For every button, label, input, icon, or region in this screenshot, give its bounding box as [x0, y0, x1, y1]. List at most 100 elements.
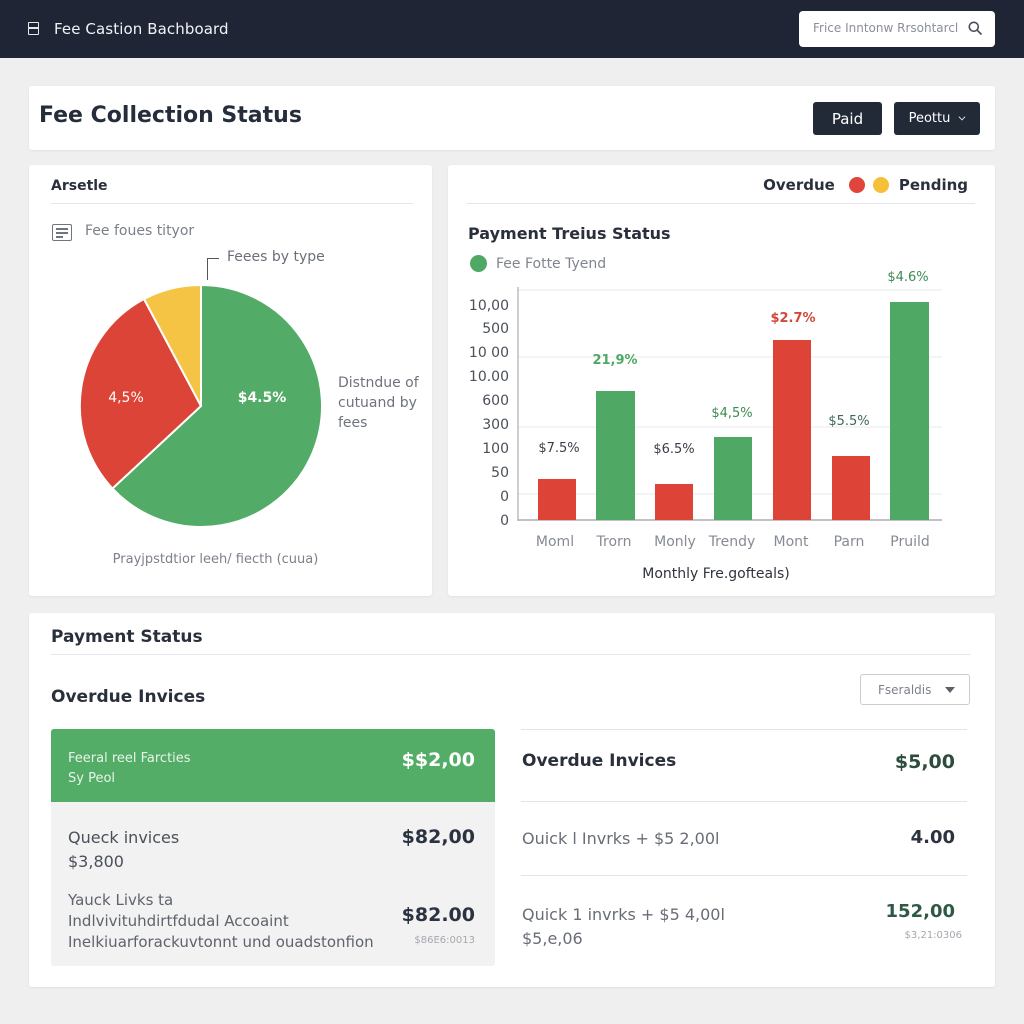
page-header: Fee Collection Status Paid Peottu [29, 86, 995, 150]
page-title: Fee Collection Status [39, 103, 302, 128]
pie-caption: Prayjpstdtior leeh/ fiecth (cuua) [112, 552, 319, 567]
svg-text:Moml: Moml [536, 534, 574, 550]
divider [51, 203, 413, 204]
bar-moml[interactable] [538, 479, 576, 520]
list-item-amount: $$2,00 [401, 749, 475, 771]
pie-slice-pending[interactable] [142, 284, 202, 407]
bar-chart: 10,00 500 10 00 10.00 600 300 100 50 0 0… [469, 270, 942, 582]
divider [521, 875, 967, 876]
y-tick-labels: 10,00 500 10 00 10.00 600 300 100 50 0 0 [469, 298, 509, 529]
x-tick-labels: Moml Trorn Monly Trendy Mont Parn Pruild [536, 534, 930, 550]
bar-trorn[interactable] [596, 391, 635, 520]
filter-value: Fseraldis [878, 682, 932, 697]
status-legend: Overdue Pending [763, 176, 968, 194]
svg-text:10.00: 10.00 [469, 369, 509, 385]
top-navigation-bar: Fee Castion Bachboard Frice Inntonw Rrso… [0, 0, 1024, 58]
pie-callout-label: Feees by type [227, 249, 325, 265]
list-item-label: Quick 1 invrks + $5 4,00l $5,e,06 [522, 905, 725, 948]
svg-text:10,00: 10,00 [469, 298, 509, 314]
divider [51, 654, 970, 655]
svg-text:0: 0 [500, 489, 509, 505]
window-icon [28, 22, 39, 35]
pending-dot-icon [872, 177, 889, 193]
chart-title: Payment Treius Status [468, 224, 671, 243]
list-item-amount: $82.00 [401, 904, 475, 926]
callout-line [207, 258, 219, 280]
card-title: Arsetle [51, 178, 108, 194]
fee-distribution-card: Arsetle Fee foues tityor Feees by type 4… [29, 165, 432, 596]
svg-text:300: 300 [482, 417, 509, 433]
pending-dropdown-button[interactable]: Peottu [894, 102, 980, 135]
pie-side-note: Distndue of cutuand by fees [338, 375, 419, 431]
svg-text:$5.5%: $5.5% [828, 414, 869, 429]
bar-pruild[interactable] [890, 302, 929, 520]
bar-value-labels: $7.5% 21,9% $6.5% $4,5% $2.7% $5.5% $4.6… [538, 270, 928, 457]
list-item-label: Ouick l Invrks + $5 2,00l [522, 829, 720, 848]
payment-trends-card: Overdue Pending Payment Treius Status Fe… [448, 165, 995, 596]
list-item[interactable]: Queck invices $3,800 $82,00 [51, 819, 495, 879]
divider [521, 801, 967, 802]
svg-text:$4,5%: $4,5% [711, 406, 752, 421]
svg-text:500: 500 [482, 321, 509, 337]
status-filter-select[interactable]: Fseraldis [860, 674, 970, 705]
list-header-label: Overdue Invices [522, 751, 677, 771]
list-item-highlighted[interactable]: Feeral reel Farcties Sy Peol $$2,00 [51, 729, 495, 802]
pie-chart: 4,5% $4.5% [79, 284, 323, 528]
section-title: Payment Status [51, 627, 203, 647]
svg-text:Parn: Parn [834, 534, 865, 550]
list-item-amount: 4.00 [910, 827, 955, 848]
svg-text:10 00: 10 00 [469, 345, 509, 361]
overdue-invoices-heading: Overdue Invices [51, 687, 206, 707]
chevron-down-icon [958, 113, 966, 120]
svg-text:$4.6%: $4.6% [887, 270, 928, 285]
pie-label-overdue: 4,5% [108, 390, 144, 406]
svg-text:Trendy: Trendy [708, 534, 756, 550]
divider [521, 729, 967, 730]
list-item-label: Feeral reel Farcties Sy Peol [68, 751, 191, 786]
bar-monly[interactable] [655, 484, 693, 520]
x-axis-title: Monthly Fre.gofteals) [642, 566, 790, 582]
svg-text:Pruild: Pruild [890, 534, 930, 550]
list-header-amount: $5,00 [894, 751, 955, 773]
overdue-dot-icon [848, 177, 865, 193]
svg-text:600: 600 [482, 393, 509, 409]
paid-filter-button[interactable]: Paid [813, 102, 882, 135]
search-input[interactable]: Frice Inntonw Rrsohtarcl [799, 11, 995, 47]
invoice-summary-list: Feeral reel Farcties Sy Peol $$2,00 Quec… [51, 729, 495, 966]
pie-slice-overdue[interactable] [79, 297, 203, 490]
pie-label-paid: $4.5% [238, 390, 287, 406]
list-item-label: Yauck Livks ta Indlvivituhdirtfdudal Acc… [68, 891, 374, 951]
bar-mont[interactable] [773, 340, 811, 520]
payment-status-card: Payment Status Overdue Invices Fseraldis… [29, 613, 995, 987]
list-item-amount: $82,00 [401, 826, 475, 848]
bar-parn[interactable] [832, 456, 870, 520]
svg-text:100: 100 [482, 441, 509, 457]
svg-text:Monly: Monly [654, 534, 696, 550]
svg-text:$2.7%: $2.7% [770, 311, 815, 326]
bars [538, 302, 929, 520]
bar-trendy[interactable] [714, 437, 752, 520]
card-subtitle: Fee foues tityor [85, 223, 195, 239]
svg-text:21,9%: 21,9% [592, 353, 637, 368]
series-dot-icon [470, 255, 487, 272]
legend-pending-label: Pending [898, 176, 968, 194]
svg-text:50: 50 [491, 465, 509, 481]
document-icon [52, 224, 72, 241]
pending-button-label: Peottu [908, 111, 951, 126]
list-item-amount: 152,00 [885, 901, 955, 922]
list-item[interactable]: Yauck Livks ta Indlvivituhdirtfdudal Acc… [51, 887, 495, 963]
series-key: Fee Fotte Tyend [470, 255, 606, 272]
paid-button-label: Paid [831, 109, 864, 128]
svg-text:$6.5%: $6.5% [653, 442, 694, 457]
pie-slice-paid[interactable] [111, 284, 323, 528]
svg-text:0: 0 [500, 513, 509, 529]
svg-text:Trorn: Trorn [596, 534, 632, 550]
search-placeholder: Frice Inntonw Rrsohtarcl [813, 21, 959, 35]
caret-down-icon [945, 686, 956, 693]
svg-text:Mont: Mont [773, 534, 809, 550]
legend-overdue-label: Overdue [763, 176, 835, 194]
list-item-label: Queck invices $3,800 [68, 828, 180, 871]
list-item-subnote: $86E6:0013 [414, 935, 475, 946]
svg-text:$7.5%: $7.5% [538, 441, 579, 456]
search-icon[interactable] [968, 21, 982, 35]
